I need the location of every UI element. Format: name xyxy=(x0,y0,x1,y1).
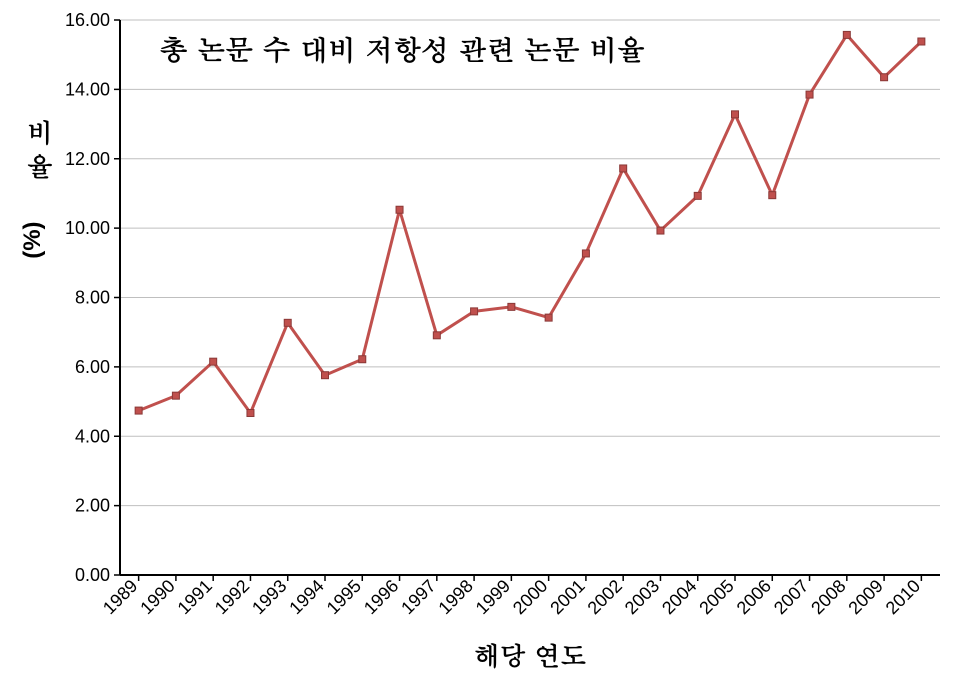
y-axis-label-unit: (%) xyxy=(19,221,46,258)
y-axis-label-char: 율 xyxy=(27,148,53,184)
data-marker xyxy=(396,206,403,213)
chart-container: 0.00 2.00 4.00 6.00 8.00 10.00 12.00 14.00 16.00… xyxy=(0,0,960,681)
data-marker xyxy=(508,303,515,310)
y-tick-label: 8.00 xyxy=(75,288,110,308)
data-marker xyxy=(918,38,925,45)
y-tick-label: 6.00 xyxy=(75,357,110,377)
data-marker xyxy=(284,319,291,326)
data-marker xyxy=(247,410,254,417)
y-tick-label: 16.00 xyxy=(65,10,110,30)
data-marker xyxy=(806,91,813,98)
y-tick-label: 4.00 xyxy=(75,426,110,446)
y-axis-label-char: 비 xyxy=(27,114,53,150)
data-marker xyxy=(471,308,478,315)
line-chart: 0.00 2.00 4.00 6.00 8.00 10.00 12.00 14.00 16.00… xyxy=(0,0,960,681)
y-tick-label: 14.00 xyxy=(65,79,110,99)
data-marker xyxy=(732,111,739,118)
data-marker xyxy=(694,192,701,199)
data-marker xyxy=(582,250,589,257)
chart-title: 총 논문 수 대비 저항성 관련 논문 비율 xyxy=(160,28,645,68)
data-marker xyxy=(881,74,888,81)
x-axis-label: 해당 연도 xyxy=(474,637,587,673)
data-marker xyxy=(210,358,217,365)
data-marker xyxy=(135,407,142,414)
data-marker xyxy=(359,356,366,363)
chart-background xyxy=(0,0,960,681)
data-marker xyxy=(657,227,664,234)
data-marker xyxy=(172,392,179,399)
y-tick-label: 12.00 xyxy=(65,149,110,169)
data-marker xyxy=(620,165,627,172)
y-tick-label: 0.00 xyxy=(75,565,110,585)
data-marker xyxy=(322,372,329,379)
data-marker xyxy=(843,31,850,38)
y-tick-label: 10.00 xyxy=(65,218,110,238)
data-marker xyxy=(769,192,776,199)
data-marker xyxy=(433,332,440,339)
y-tick-label: 2.00 xyxy=(75,496,110,516)
data-marker xyxy=(545,314,552,321)
